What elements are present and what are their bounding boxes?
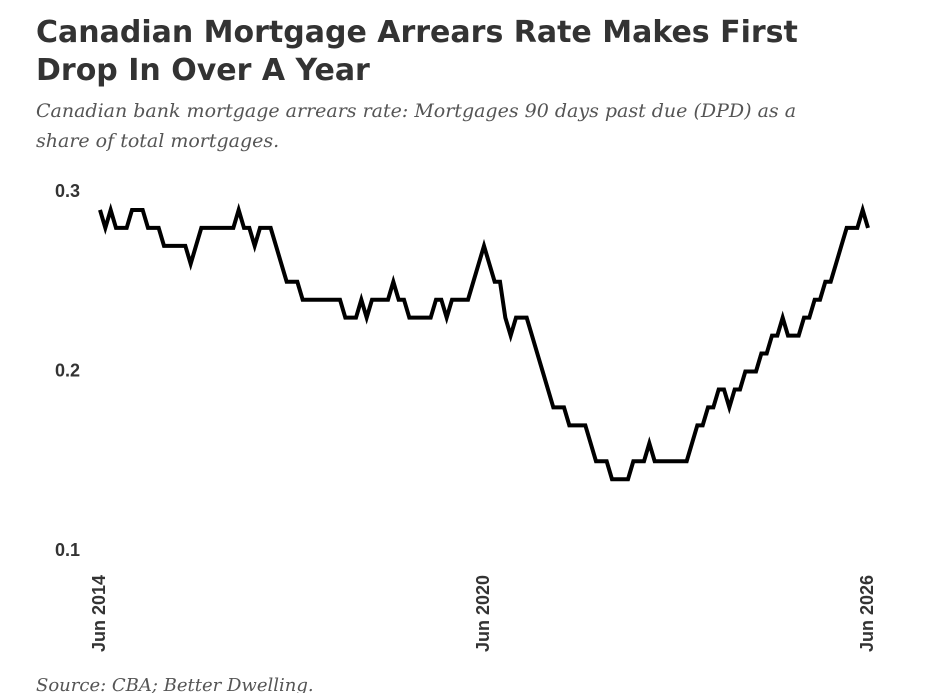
- data-line: [98, 202, 870, 482]
- y-tick-label: 0.2: [55, 360, 80, 380]
- text-line: Canadian Mortgage Arrears Rate Makes Fir…: [36, 15, 798, 50]
- x-tick-label: Jun 2020: [473, 575, 493, 652]
- chart-subtitle: Canadian bank mortgage arrears rate: Mor…: [36, 100, 796, 152]
- text-line: Drop In Over A Year: [36, 53, 370, 88]
- x-tick-label: Jun 2026: [857, 575, 877, 652]
- x-tick-label: Jun 2014: [89, 575, 109, 652]
- text-line: Canadian bank mortgage arrears rate: Mor…: [36, 100, 796, 122]
- y-tick-label: 0.3: [55, 181, 80, 201]
- chart-title: Canadian Mortgage Arrears Rate Makes Fir…: [36, 15, 798, 88]
- y-tick-label: 0.1: [55, 540, 80, 560]
- text-line: share of total mortgages.: [36, 130, 279, 152]
- source: Source: CBA; Better Dwelling.: [36, 675, 314, 693]
